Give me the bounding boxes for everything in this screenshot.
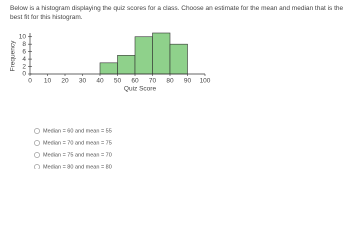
y-tick-label: 10	[19, 33, 27, 40]
bar	[134, 36, 153, 75]
y-axis-label: Frequency	[10, 40, 17, 71]
radio-button[interactable]	[34, 164, 40, 169]
x-tick-label: 60	[131, 78, 139, 85]
question: Below is a histogram displaying the quiz…	[10, 5, 344, 21]
x-tick-label: 70	[149, 78, 157, 85]
x-tick-label: 40	[96, 78, 104, 85]
y-tick-label: 4	[22, 56, 26, 63]
x-tick-label: 80	[166, 78, 174, 85]
y-tick-label: 2	[22, 63, 26, 70]
radio-button[interactable]	[34, 128, 40, 134]
radio-button[interactable]	[34, 152, 40, 158]
y-tick-label: 8	[22, 41, 26, 48]
option-label[interactable]: Median = 80 and mean = 80	[43, 164, 112, 169]
x-tick-label: 0	[28, 78, 32, 85]
radio-button[interactable]	[34, 140, 40, 146]
x-axis-label: Quiz Score	[124, 86, 157, 93]
bar	[99, 62, 118, 75]
y-tick-label: 6	[22, 48, 26, 55]
x-tick-label: 20	[61, 78, 69, 85]
x-tick-label: 90	[184, 78, 192, 85]
x-tick-label: 50	[114, 78, 122, 85]
option-label[interactable]: Median = 70 and mean = 75	[43, 140, 112, 146]
y-tick-label: 0	[22, 71, 26, 78]
x-tick-label: 100	[200, 78, 211, 85]
page: Below is a histogram displaying the quiz…	[9, 5, 344, 169]
option-label[interactable]: Median = 75 and mean = 70	[43, 152, 112, 158]
bar	[169, 43, 188, 75]
option-label[interactable]: Median = 60 and mean = 55	[43, 128, 112, 134]
bar	[117, 55, 136, 75]
x-tick-label: 10	[44, 78, 52, 85]
bar	[152, 32, 171, 75]
x-tick-label: 30	[79, 78, 87, 85]
